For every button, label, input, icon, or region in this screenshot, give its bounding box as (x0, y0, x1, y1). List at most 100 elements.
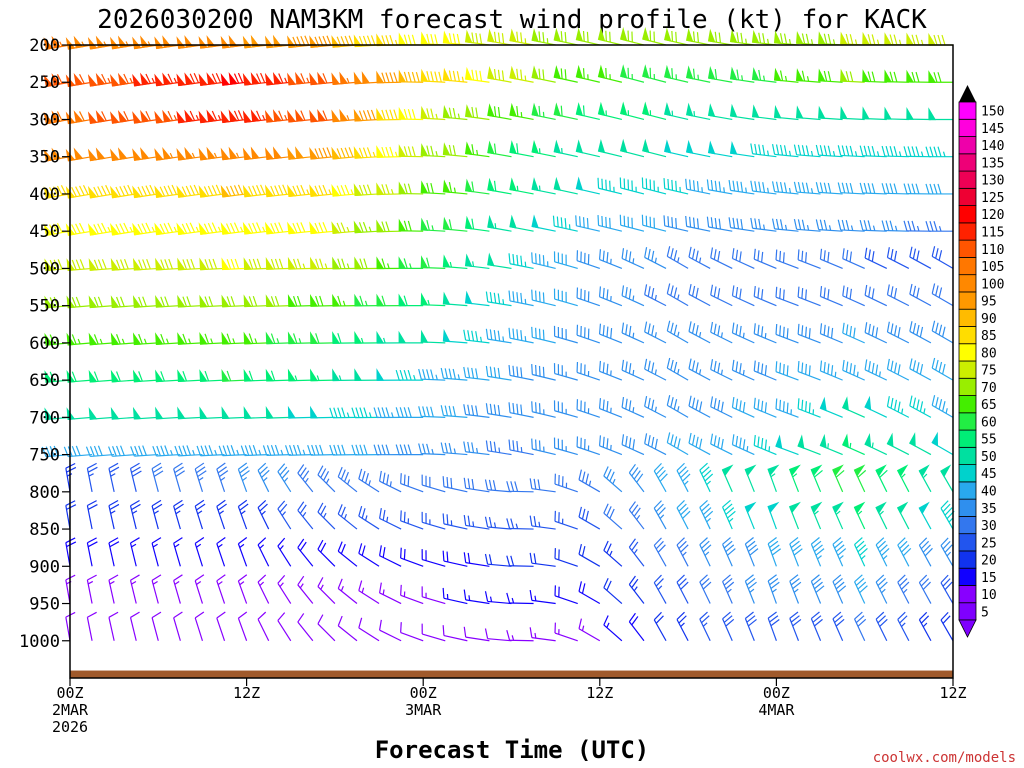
wind-barb (395, 369, 424, 381)
wind-barb (242, 221, 269, 235)
colorbar-label: 110 (981, 243, 1004, 258)
wind-barb (199, 331, 225, 345)
wind-barb (842, 285, 865, 307)
wind-barb (744, 464, 757, 493)
wind-barb (464, 104, 490, 121)
wind-barb (653, 611, 667, 642)
wind-barbs (41, 27, 955, 642)
wind-barb (297, 501, 314, 530)
wind-barb (264, 109, 291, 123)
wind-barb (771, 218, 799, 232)
wind-barb (881, 145, 909, 158)
wind-barb (931, 283, 954, 307)
wind-barb (529, 627, 556, 642)
wind-barb (842, 322, 865, 344)
wind-barb (508, 327, 534, 344)
wind-barb (666, 432, 689, 456)
wind-barb (753, 323, 777, 344)
wind-barb (464, 290, 490, 307)
wind-barb (676, 462, 691, 493)
wind-barb (442, 216, 468, 232)
wind-barb (793, 218, 821, 232)
wind-barb (875, 611, 888, 642)
wind-barb (685, 65, 711, 83)
colorbar-label: 30 (981, 519, 997, 534)
wind-barb (699, 574, 712, 604)
wind-barb (177, 332, 203, 345)
wind-barb (641, 214, 667, 232)
wind-barb (553, 27, 578, 46)
wind-barb (220, 146, 247, 161)
y-tick-label: 350 (29, 148, 60, 168)
wind-barb (603, 540, 623, 567)
y-tick-label: 400 (29, 185, 60, 205)
wind-barb (744, 574, 757, 604)
colorbar-label: 140 (981, 139, 1004, 154)
wind-barb (663, 27, 689, 46)
wind-barb (485, 440, 512, 456)
wind-barb (553, 251, 578, 269)
wind-barb (909, 321, 932, 344)
wind-barb (379, 545, 402, 567)
wind-barb (508, 402, 534, 418)
colorbar-label: 50 (981, 450, 997, 465)
colorbar-label: 20 (981, 554, 997, 569)
wind-barb (644, 321, 667, 344)
wind-barb (699, 462, 714, 493)
wind-barb (710, 433, 733, 456)
wind-barb (354, 256, 380, 270)
wind-barb (685, 28, 711, 46)
colorbar-label: 95 (981, 295, 997, 310)
wind-barb (603, 577, 623, 604)
wind-barb (331, 146, 358, 160)
wind-barb (257, 462, 270, 493)
colorbar-label: 15 (981, 571, 997, 586)
wind-barb (710, 247, 733, 269)
wind-barb (331, 184, 358, 197)
wind-barb (789, 574, 802, 604)
wind-barb (663, 102, 689, 121)
wind-barb (918, 537, 933, 567)
wind-barb (398, 181, 424, 195)
wind-barb (810, 501, 823, 530)
wind-barb (810, 611, 823, 641)
wind-barb (379, 582, 402, 605)
wind-barb (531, 214, 556, 232)
wind-barb (398, 69, 424, 83)
wind-barb (88, 407, 115, 420)
wind-barb (177, 294, 203, 308)
wind-barb (531, 326, 556, 344)
wind-barb (886, 284, 910, 307)
wind-barb (575, 27, 600, 46)
wind-barb (487, 252, 512, 270)
wind-barb (155, 332, 181, 345)
colorbar-swatch (958, 585, 977, 604)
wind-barb (598, 435, 623, 456)
wind-barb (886, 358, 910, 381)
wind-barb (644, 247, 667, 269)
wind-barb (728, 217, 755, 232)
wind-barb (221, 331, 247, 345)
wind-barb (400, 510, 424, 530)
wind-barb (767, 611, 780, 641)
wind-barb (597, 177, 623, 195)
wind-barb (531, 139, 556, 158)
wind-barb (194, 499, 206, 530)
wind-barb (353, 146, 380, 159)
wind-barb (337, 504, 358, 530)
wind-barb (731, 285, 755, 307)
colorbar-label: 60 (981, 415, 997, 430)
wind-barb (897, 574, 910, 604)
wind-barb (751, 104, 777, 121)
wind-barb (619, 27, 645, 46)
wind-barb (110, 258, 137, 271)
wind-barb (110, 147, 137, 162)
wind-barb (506, 518, 534, 530)
wind-barb (421, 586, 446, 605)
wind-barb (442, 105, 468, 121)
wind-barb (173, 462, 185, 492)
wind-barb (578, 543, 601, 567)
wind-barb (264, 71, 291, 86)
wind-barb (881, 183, 909, 195)
